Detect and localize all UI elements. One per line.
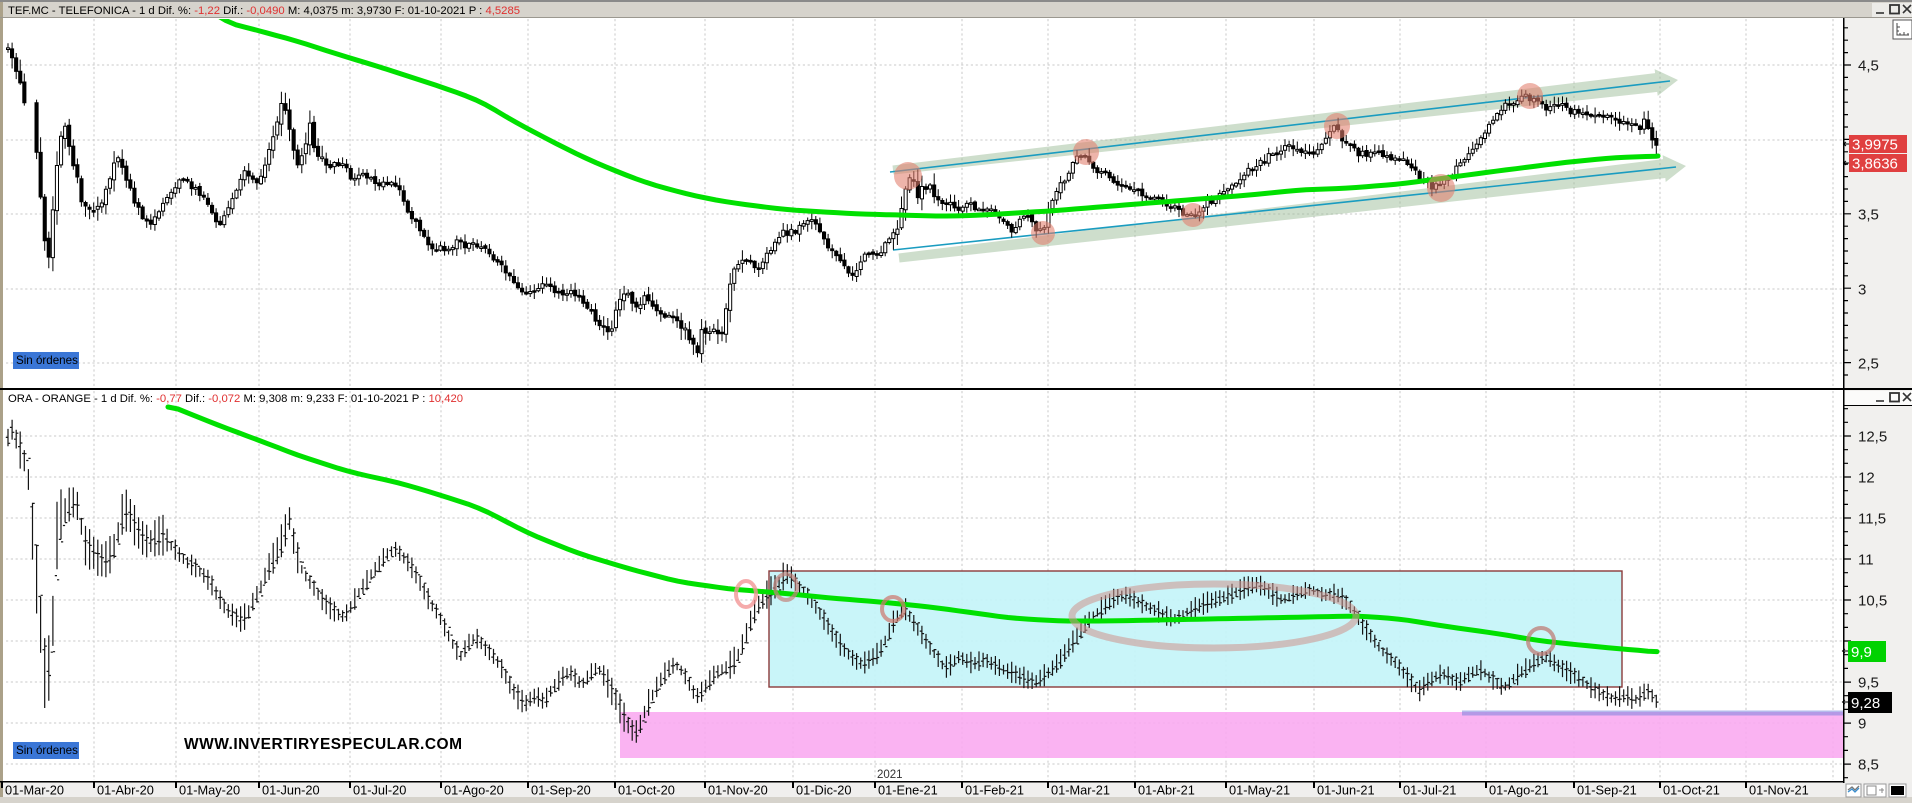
svg-text:01-Ago-20: 01-Ago-20	[444, 783, 504, 798]
svg-text:WWW.INVERTIRYESPECULAR.COM: WWW.INVERTIRYESPECULAR.COM	[184, 736, 463, 753]
svg-text:TEF.MC - TELEFONICA - 1 d Di: TEF.MC - TELEFONICA - 1 d Dif. %: -1,22 …	[8, 5, 520, 17]
svg-text:01-May-21: 01-May-21	[1229, 783, 1290, 798]
svg-text:11: 11	[1858, 551, 1874, 568]
svg-text:9,28: 9,28	[1851, 695, 1880, 712]
svg-text:Sin órdenes: Sin órdenes	[16, 354, 78, 367]
svg-text:01-Jun-20: 01-Jun-20	[262, 783, 320, 798]
svg-text:01-Feb-21: 01-Feb-21	[965, 783, 1024, 798]
svg-text:01-Mar-21: 01-Mar-21	[1051, 783, 1110, 798]
svg-text:01-Jul-20: 01-Jul-20	[353, 783, 406, 798]
svg-text:01-Abr-20: 01-Abr-20	[97, 783, 154, 798]
svg-text:01-Ago-21: 01-Ago-21	[1489, 783, 1549, 798]
svg-text:01-Sep-20: 01-Sep-20	[531, 783, 591, 798]
svg-text:01-Jun-21: 01-Jun-21	[1317, 783, 1375, 798]
svg-text:3,5: 3,5	[1858, 206, 1879, 223]
svg-text:01-Abr-21: 01-Abr-21	[1138, 783, 1195, 798]
svg-text:01-May-20: 01-May-20	[179, 783, 240, 798]
svg-text:3,9975: 3,9975	[1852, 137, 1898, 154]
svg-text:01-Sep-21: 01-Sep-21	[1577, 783, 1637, 798]
svg-text:2021: 2021	[877, 769, 903, 781]
svg-text:10,5: 10,5	[1858, 592, 1887, 609]
svg-text:Sin órdenes: Sin órdenes	[16, 744, 78, 757]
svg-text:12,5: 12,5	[1858, 428, 1887, 445]
svg-text:9,9: 9,9	[1851, 644, 1872, 661]
svg-text:9: 9	[1858, 715, 1866, 732]
svg-text:3: 3	[1858, 281, 1866, 298]
svg-text:01-Oct-21: 01-Oct-21	[1663, 783, 1720, 798]
svg-text:01-Jul-21: 01-Jul-21	[1403, 783, 1456, 798]
svg-text:9,5: 9,5	[1858, 674, 1879, 691]
svg-text:12: 12	[1858, 469, 1875, 486]
svg-text:2,5: 2,5	[1858, 355, 1879, 372]
svg-text:01-Oct-20: 01-Oct-20	[618, 783, 675, 798]
svg-text:3,8636: 3,8636	[1852, 156, 1898, 173]
svg-text:01-Dic-20: 01-Dic-20	[796, 783, 851, 798]
svg-text:ORA - ORANGE - 1 d Dif. %: -: ORA - ORANGE - 1 d Dif. %: -0,77 Dif.: -…	[8, 393, 463, 405]
svg-text:8,5: 8,5	[1858, 756, 1879, 773]
svg-text:11,5: 11,5	[1858, 510, 1886, 527]
svg-text:4,5: 4,5	[1858, 57, 1879, 74]
svg-text:01-Ene-21: 01-Ene-21	[878, 783, 938, 798]
svg-text:01-Nov-20: 01-Nov-20	[708, 783, 768, 798]
svg-text:01-Nov-21: 01-Nov-21	[1749, 783, 1809, 798]
svg-text:01-Mar-20: 01-Mar-20	[5, 783, 64, 798]
